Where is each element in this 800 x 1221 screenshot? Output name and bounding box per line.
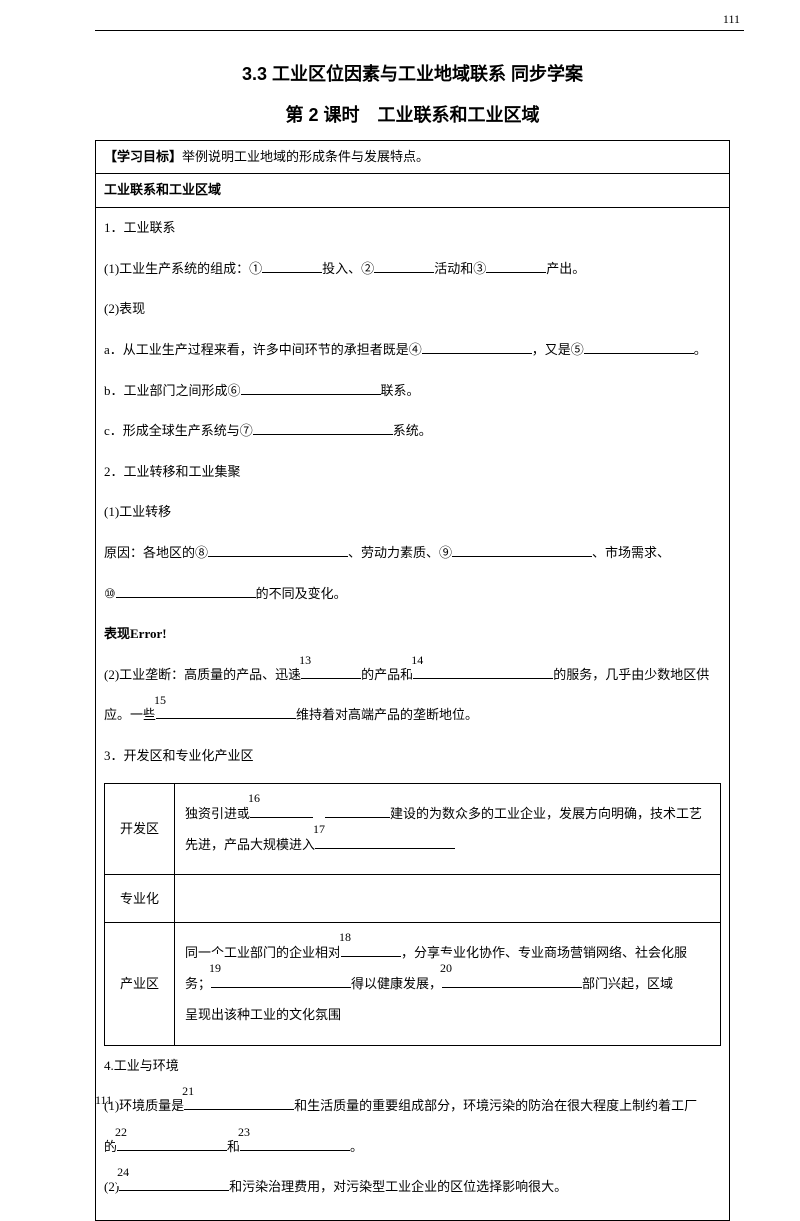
section-header: 工业联系和工业区域 [96, 174, 730, 208]
s1-line2: (2)表现 [104, 295, 721, 324]
goal-label: 【学习目标】 [104, 149, 182, 164]
s1-line-c: c．形成全球生产系统与⑦系统。 [104, 417, 721, 446]
main-body-cell: 1．工业联系 (1)工业生产系统的组成：①投入、②活动和③产出。 (2)表现 a… [96, 208, 730, 1221]
s2-bx: 表现Error! [104, 620, 721, 649]
s2-reason: 原因：各地区的⑧、劳动力素质、⑨、市场需求、 [104, 539, 721, 568]
s4-line1: (1)环境质量是21和生活质量的重要组成部分，环境污染的防治在很大程度上制约着工… [104, 1092, 721, 1121]
main-table: 【学习目标】举例说明工业地域的形成条件与发展特点。 工业联系和工业区域 1．工业… [95, 140, 730, 1221]
s4-line3: (2)24和污染治理费用，对污染型工业企业的区位选择影响很大。 [104, 1173, 721, 1202]
s4-line2: 的22和23。 [104, 1133, 721, 1162]
s2-t1: (1)工业转移 [104, 498, 721, 527]
footer-page-number: 111 [95, 1093, 112, 1108]
top-rule [95, 30, 744, 31]
inner-row-1: 开发区 独资引进或16建设的为数众多的工业企业，发展方向明确，技术工艺 先进，产… [105, 783, 721, 874]
s1-heading: 1．工业联系 [104, 214, 721, 243]
header-page-number: 111 [723, 12, 740, 27]
s2-monopoly1: (2)工业垄断：高质量的产品、迅速13的产品和14的服务，几乎由少数地区供 [104, 661, 721, 690]
inner-row-3: 产业区 同一个工业部门的企业相对18，分享专业化协作、专业商场营销网络、社会化服… [105, 923, 721, 1046]
goal-text: 举例说明工业地域的形成条件与发展特点。 [182, 149, 429, 164]
s4-heading: 4.工业与环境 [104, 1052, 721, 1081]
inner-r3-label: 产业区 [105, 923, 175, 1046]
document-content: 3.3 工业区位因素与工业地域联系 同步学案 第 2 课时 工业联系和工业区域 … [95, 60, 730, 1221]
inner-r3-content: 同一个工业部门的企业相对18，分享专业化协作、专业商场营销网络、社会化服 务；1… [175, 923, 721, 1046]
main-title: 3.3 工业区位因素与工业地域联系 同步学案 [95, 60, 730, 89]
sub-title: 第 2 课时 工业联系和工业区域 [95, 101, 730, 130]
s1-line-a: a．从工业生产过程来看，许多中间环节的承担者既是④，又是⑤。 [104, 336, 721, 365]
inner-r2-content [175, 874, 721, 922]
s2-reason2: ⑩的不同及变化。 [104, 580, 721, 609]
inner-r1-content: 独资引进或16建设的为数众多的工业企业，发展方向明确，技术工艺 先进，产品大规模… [175, 783, 721, 874]
s3-heading: 3．开发区和专业化产业区 [104, 742, 721, 771]
error-text: Error! [130, 626, 167, 641]
inner-table: 开发区 独资引进或16建设的为数众多的工业企业，发展方向明确，技术工艺 先进，产… [104, 783, 721, 1046]
inner-row-2: 专业化 [105, 874, 721, 922]
s2-monopoly2: 应。一些15维持着对高端产品的垄断地位。 [104, 701, 721, 730]
s2-heading: 2．工业转移和工业集聚 [104, 458, 721, 487]
s1-line-b: b．工业部门之间形成⑥联系。 [104, 377, 721, 406]
s1-line1: (1)工业生产系统的组成：①投入、②活动和③产出。 [104, 255, 721, 284]
inner-r1-label: 开发区 [105, 783, 175, 874]
inner-r2-label: 专业化 [105, 874, 175, 922]
goal-row: 【学习目标】举例说明工业地域的形成条件与发展特点。 [96, 140, 730, 174]
